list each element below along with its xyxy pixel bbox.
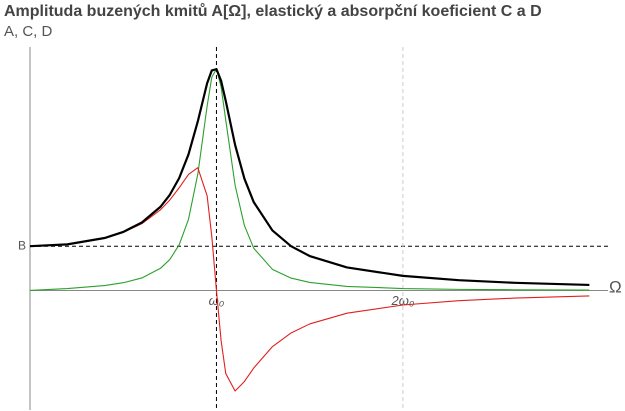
x-axis-label: Ω bbox=[609, 277, 622, 296]
x-tick-label: ω₀ bbox=[209, 293, 225, 308]
y-axis-label: A, C, D bbox=[4, 23, 53, 40]
x-tick-label: 2ω₀ bbox=[390, 293, 414, 308]
series-line bbox=[29, 68, 590, 287]
y-tick-label: B bbox=[18, 238, 26, 252]
series-line bbox=[29, 68, 590, 292]
series-line bbox=[29, 167, 590, 392]
chart-title: Amplituda buzených kmitů A[Ω], elastický… bbox=[4, 3, 542, 20]
